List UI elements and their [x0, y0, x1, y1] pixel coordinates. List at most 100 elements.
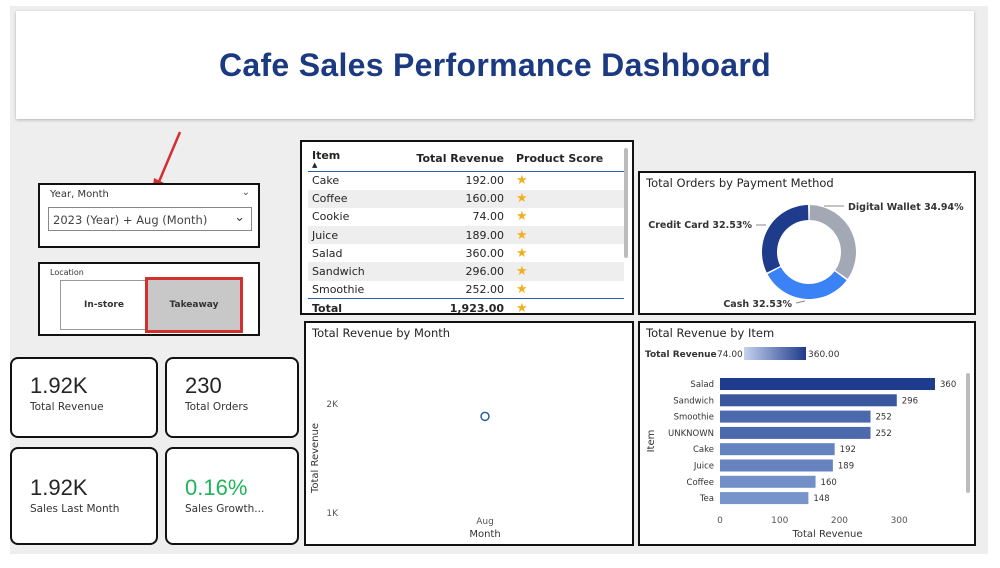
revenue-cell: 252.00 [465, 282, 505, 296]
donut-slice-credit-card [762, 205, 809, 273]
y-tick-label: Juice [693, 462, 714, 472]
data-label: 148 [813, 494, 829, 504]
leader-line [795, 300, 806, 304]
table-row[interactable]: Smoothie 252.00 ★ [308, 281, 624, 299]
table-row[interactable]: Cookie 74.00 ★ [308, 208, 624, 226]
kpi-value: 230 [185, 373, 222, 398]
kpi-card-sales-growth: 0.16% Sales Growth... [165, 447, 299, 545]
column-header-total-revenue[interactable]: Total Revenue [398, 146, 508, 172]
total-revenue: 1,923.00 [398, 298, 508, 313]
bar [720, 426, 871, 439]
x-tick-label: 200 [831, 516, 848, 526]
legend-min-label: 74.00 [717, 350, 743, 360]
data-point [480, 411, 490, 422]
y-tick-label: Cake [693, 445, 714, 455]
chart-title: Total Orders by Payment Method [646, 176, 834, 190]
star-icon: ★ [516, 191, 528, 207]
chart-title: Total Revenue by Month [312, 326, 451, 340]
data-label: Digital Wallet 34.94% [848, 202, 964, 213]
revenue-cell: 160.00 [398, 189, 508, 208]
y-tick-label: 2K [326, 400, 339, 410]
kpi-card-total-orders: 230 Total Orders [165, 357, 299, 438]
table-row[interactable]: Coffee 160.00 ★ [308, 189, 624, 208]
kpi-value-growth: 0.16% [185, 475, 248, 500]
table-row[interactable]: Salad 360.00 ★ [308, 244, 624, 262]
x-tick-label: 300 [891, 516, 908, 526]
revenue-by-item-chart: Total Revenue by Item Total Revenue 74.00… [638, 321, 976, 546]
product-table: Item ▲ Total Revenue Product Score Cake 19… [300, 140, 634, 315]
revenue-cell: 74.00 [472, 210, 505, 224]
data-label: 252 [876, 413, 892, 423]
data-label: 192 [840, 445, 856, 455]
data-label: 160 [821, 478, 837, 488]
kpi-card-total-revenue: 1.92K Total Revenue [10, 357, 158, 438]
y-tick-label: Coffee [687, 478, 714, 488]
total-label: Total [308, 298, 398, 313]
x-axis-title: Month [469, 529, 500, 540]
data-label: 252 [876, 429, 892, 439]
bar [720, 443, 835, 456]
revenue-cell: 296.00 [398, 262, 508, 281]
star-icon: ★ [516, 245, 528, 261]
column-header-product-score[interactable]: Product Score [508, 146, 624, 172]
star-icon: ★ [516, 281, 528, 297]
revenue-cell: 360.00 [465, 246, 505, 260]
title-card: Cafe Sales Performance Dashboard [16, 11, 974, 119]
bar [720, 410, 871, 423]
y-tick-label: UNKNOWN [668, 429, 714, 439]
kpi-label: Sales Last Month [30, 503, 120, 515]
table-row[interactable]: Cake 192.00 ★ [308, 172, 624, 190]
chart-scrollbar[interactable] [966, 373, 970, 493]
kpi-label: Total Revenue [30, 401, 104, 413]
star-icon: ★ [516, 173, 528, 189]
kpi-value: 1.92K [30, 475, 88, 500]
item-cell: Sandwich [308, 262, 398, 281]
kpi-card-sales-last-month: 1.92K Sales Last Month [10, 447, 158, 545]
location-option-takeaway[interactable]: Takeaway [145, 277, 243, 333]
bar [720, 378, 935, 390]
bar [720, 492, 809, 505]
payment-method-donut-chart: Total Orders by Payment Method Digital W… [638, 171, 976, 315]
star-icon: ★ [516, 209, 528, 225]
x-tick-label: 0 [717, 516, 723, 526]
chevron-down-icon: ⌄ [234, 210, 245, 225]
chevron-down-icon[interactable]: ⌄ [241, 187, 250, 198]
date-slicer-dropdown[interactable]: 2023 (Year) + Aug (Month) ⌄ [48, 207, 252, 231]
revenue-cell: 189.00 [398, 226, 508, 245]
x-tick-label: 100 [771, 516, 788, 526]
y-tick-label: Salad [690, 380, 714, 390]
kpi-value: 1.92K [30, 373, 88, 398]
column-header-item[interactable]: Item ▲ [308, 146, 398, 172]
legend-gradient [744, 347, 806, 360]
y-tick-label: Sandwich [673, 396, 714, 406]
revenue-by-month-chart: Total Revenue by Month Total Revenue 2K 1K… [304, 321, 634, 546]
bar [720, 394, 897, 407]
table-row[interactable]: Juice 189.00 ★ [308, 226, 624, 245]
legend-max-label: 360.00 [808, 350, 840, 360]
y-tick-label: Smoothie [674, 413, 714, 423]
donut-slice-digital-wallet [809, 205, 856, 279]
star-icon: ★ [516, 227, 528, 243]
bar [720, 459, 833, 472]
date-slicer-title: Year, Month [50, 189, 109, 200]
chart-title: Total Revenue by Item [646, 326, 775, 340]
item-cell: Cookie [312, 210, 350, 224]
item-cell: Coffee [308, 189, 398, 208]
location-option-instore[interactable]: In-store [60, 280, 148, 330]
data-label: 360 [940, 380, 956, 390]
data-label: 296 [902, 396, 918, 406]
star-icon: ★ [516, 264, 528, 280]
kpi-label: Total Orders [185, 401, 249, 413]
star-icon: ★ [516, 300, 528, 315]
item-cell: Smoothie [312, 282, 365, 296]
item-cell: Salad [312, 246, 343, 260]
table-row[interactable]: Sandwich 296.00 ★ [308, 262, 624, 281]
y-tick-label: Tea [699, 494, 714, 504]
item-cell: Cake [312, 174, 340, 188]
table-scrollbar[interactable] [624, 148, 628, 258]
y-axis-title: Total Revenue [310, 423, 321, 494]
location-slicer: Location In-store Takeaway [38, 262, 260, 336]
data-label: Cash 32.53% [723, 299, 792, 310]
legend-title: Total Revenue [645, 350, 717, 360]
